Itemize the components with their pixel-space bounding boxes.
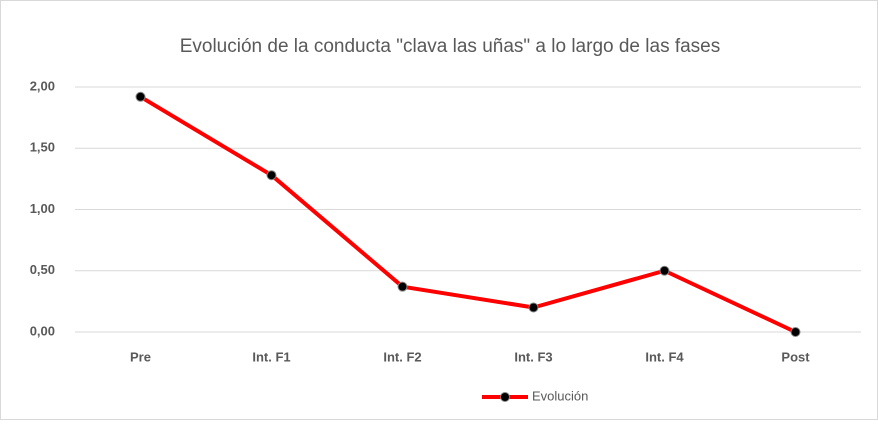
- y-tick-label: 0,50: [30, 262, 55, 277]
- y-tick-label: 1,50: [30, 140, 55, 155]
- data-point: [135, 91, 146, 102]
- x-tick-label: Int. F3: [514, 349, 552, 364]
- x-tick-label: Int. F4: [645, 349, 684, 364]
- data-point: [397, 281, 408, 292]
- data-point: [528, 302, 539, 313]
- data-point: [266, 170, 277, 181]
- x-tick-label: Int. F1: [252, 349, 290, 364]
- x-tick-label: Pre: [130, 349, 151, 364]
- y-tick-label: 2,00: [30, 78, 55, 93]
- x-tick-label: Post: [781, 349, 810, 364]
- chart-title: Evolución de la conducta "clava las uñas…: [180, 36, 721, 57]
- legend-marker: [500, 392, 510, 402]
- y-tick-label: 1,00: [30, 201, 55, 216]
- x-tick-label: Int. F2: [383, 349, 421, 364]
- data-point: [790, 327, 801, 337]
- y-tick-label: 0,00: [30, 323, 55, 338]
- data-point: [659, 265, 670, 276]
- legend-label: Evolución: [532, 388, 588, 403]
- series-line: [139, 95, 797, 334]
